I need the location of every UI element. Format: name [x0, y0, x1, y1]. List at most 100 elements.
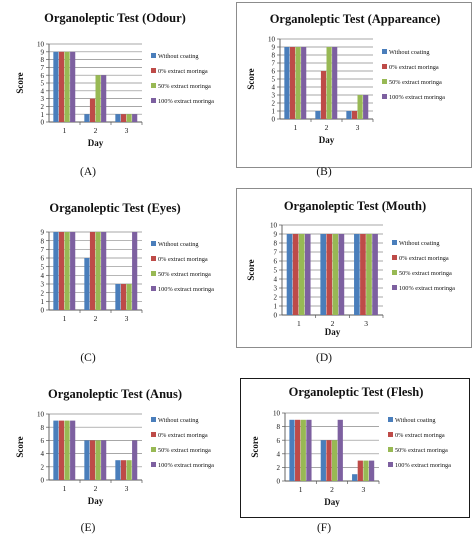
legend-swatch [151, 68, 156, 73]
bar [360, 234, 366, 315]
bar [84, 114, 90, 122]
y-tick-label: 0 [277, 478, 281, 486]
legend-label: 0% extract moringa [399, 255, 449, 262]
bar [304, 234, 311, 315]
y-tick-label: 10 [273, 410, 281, 418]
y-tick-label: 10 [270, 222, 278, 230]
legend-label: 100% extract moringa [158, 286, 214, 293]
chart-title: Organoleptic Test (Appareance) [270, 12, 441, 26]
bar [101, 440, 107, 480]
y-tick-label: 8 [41, 56, 45, 64]
x-tick-label: 1 [63, 484, 67, 493]
x-tick-label: 2 [94, 126, 98, 135]
legend-swatch [392, 240, 397, 245]
panel-caption: (E) [80, 522, 96, 534]
bar [84, 440, 90, 480]
chart-panel: Organoleptic Test (Mouth) 0 1 2 3 4 5 6 7 8 9 10 1 2 3… [236, 188, 472, 348]
bar [301, 47, 307, 119]
y-tick-label: 2 [41, 463, 45, 471]
legend-label: 100% extract moringa [399, 285, 455, 292]
bar [120, 460, 127, 480]
legend-swatch [382, 79, 387, 84]
chart-title: Organoleptic Test (Anus) [48, 387, 182, 401]
y-tick-label: 5 [272, 76, 276, 84]
y-tick-label: 4 [41, 272, 45, 280]
legend-swatch [151, 241, 156, 246]
y-tick-label: 9 [274, 231, 278, 239]
legend-swatch [388, 432, 393, 437]
y-tick-label: 4 [272, 84, 276, 92]
legend-label: Without coating [389, 49, 430, 56]
bar [352, 474, 358, 481]
legend-label: 50% extract moringa [399, 270, 452, 277]
y-axis-label: Score [15, 436, 25, 457]
bar [363, 460, 369, 481]
y-tick-label: 10 [268, 36, 276, 44]
y-tick-label: 4 [274, 276, 278, 284]
x-axis-label: Day [88, 496, 104, 506]
bar [332, 440, 338, 481]
y-tick-label: 0 [272, 116, 276, 124]
x-tick-label: 2 [330, 485, 334, 494]
legend-label: Without coating [395, 417, 436, 424]
legend-label: 50% extract moringa [158, 83, 211, 90]
legend-swatch [151, 447, 156, 452]
bar [70, 51, 76, 122]
bar [306, 419, 312, 481]
x-tick-label: 3 [361, 485, 365, 494]
bar [115, 114, 121, 122]
chart-title: Organoleptic Test (Odour) [44, 11, 186, 25]
x-tick-label: 1 [299, 485, 303, 494]
y-tick-label: 3 [272, 92, 276, 100]
y-tick-label: 5 [274, 267, 278, 275]
y-tick-label: 6 [274, 258, 278, 266]
bar [132, 232, 138, 310]
y-tick-label: 8 [41, 424, 45, 432]
bar [53, 51, 59, 122]
bar [337, 419, 343, 481]
bar [320, 71, 327, 119]
chart-title: Organoleptic Test (Eyes) [49, 201, 180, 215]
y-tick-label: 5 [41, 263, 45, 271]
chart-panel: Organoleptic Test (Eyes) 0 1 2 3 4 5 6 7 8 9 1 2 3 Wit… [6, 188, 224, 348]
y-tick-label: 2 [277, 464, 281, 472]
y-tick-label: 8 [274, 240, 278, 248]
bar [58, 232, 65, 310]
y-tick-label: 3 [41, 95, 45, 103]
bar [320, 234, 327, 315]
x-tick-label: 2 [94, 484, 98, 493]
legend-swatch [151, 256, 156, 261]
bar [300, 419, 306, 481]
y-tick-label: 3 [41, 281, 45, 289]
x-axis-label: Day [325, 327, 341, 337]
bar [363, 95, 369, 119]
y-tick-label: 8 [277, 423, 281, 431]
y-tick-label: 9 [41, 229, 45, 237]
legend-label: 50% extract moringa [395, 447, 448, 454]
x-tick-label: 1 [294, 123, 298, 132]
bar [84, 258, 90, 310]
bar [89, 98, 96, 122]
y-axis-label: Score [246, 68, 256, 89]
bar [58, 51, 65, 122]
y-axis-label: Score [250, 436, 260, 457]
x-axis-label: Day [88, 138, 104, 148]
bar [115, 460, 121, 480]
panel-caption: (C) [80, 352, 96, 364]
y-tick-label: 4 [41, 450, 45, 458]
bar [126, 284, 132, 310]
bar [89, 440, 96, 480]
x-tick-label: 3 [125, 126, 129, 135]
bar [338, 234, 345, 315]
legend-label: Without coating [158, 53, 199, 60]
y-tick-label: 2 [274, 294, 278, 302]
legend-swatch [151, 271, 156, 276]
bar [115, 284, 121, 310]
legend-swatch [392, 255, 397, 260]
legend-label: 50% extract moringa [158, 447, 211, 454]
x-tick-label: 3 [364, 319, 368, 328]
legend-swatch [151, 417, 156, 422]
y-axis-label: Score [246, 259, 256, 280]
